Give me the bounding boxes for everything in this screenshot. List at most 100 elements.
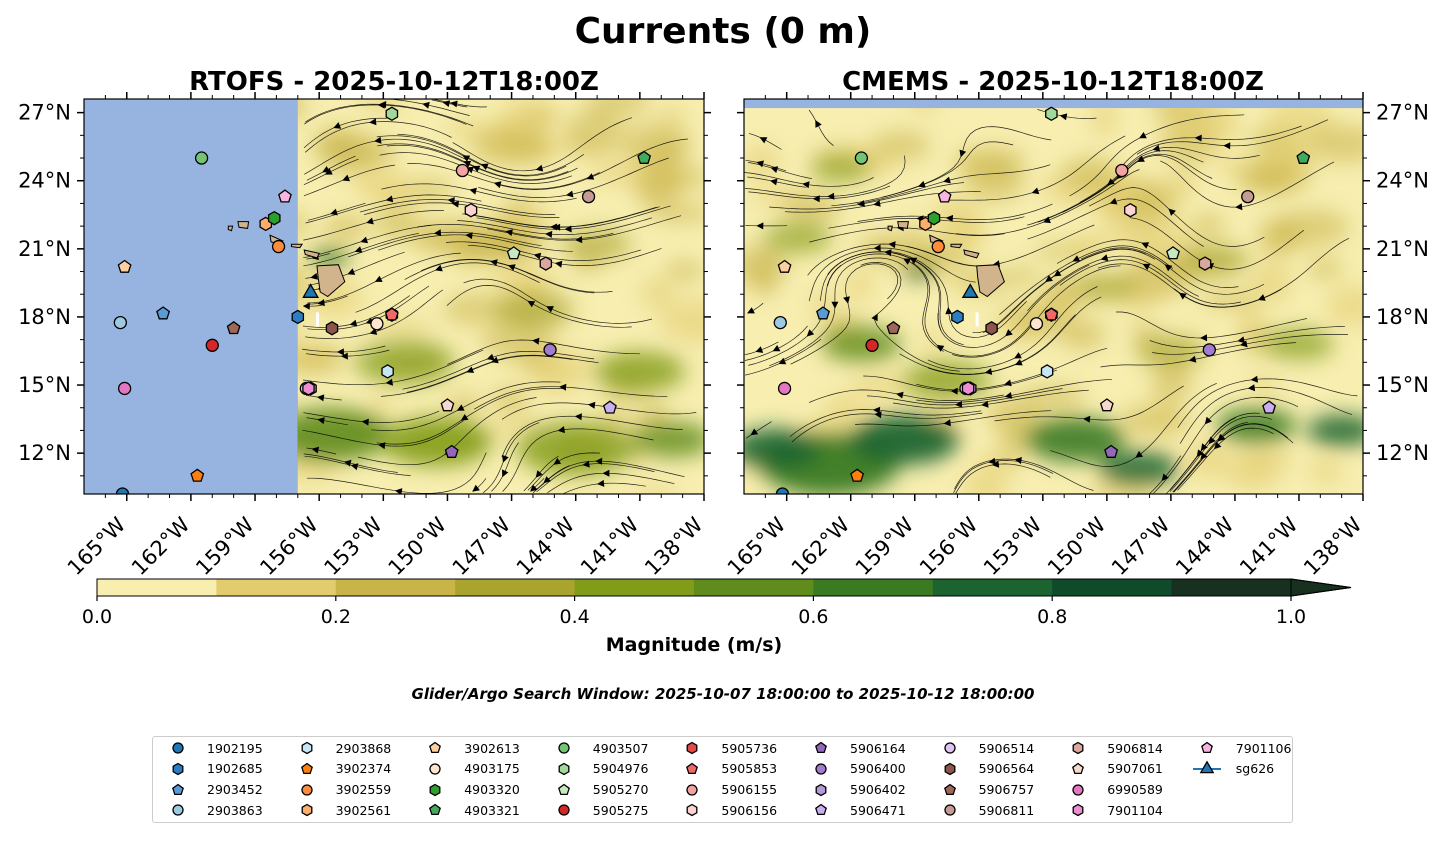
platform-5907061-marker (440, 398, 455, 412)
lat-tick-label: 27°N (18, 101, 71, 125)
island-4 (237, 221, 250, 229)
island-4 (897, 221, 909, 229)
legend-marker (300, 783, 313, 796)
legend-label: 5906400 (850, 761, 906, 777)
legend-marker (557, 783, 570, 795)
legend-marker (815, 783, 827, 796)
legend-label: 7901104 (1107, 802, 1163, 818)
legend-marker (943, 742, 956, 754)
lon-tick-label: 144°W (1171, 512, 1239, 580)
platform-5905853-marker (1044, 307, 1059, 321)
legend-item-5905275: 5905275 (549, 801, 648, 819)
legend-item-4903321: 4903321 (420, 801, 520, 819)
platform-7901104-marker (302, 381, 315, 396)
lon-tick-label: 159°W (191, 512, 259, 580)
legend-label: 3902559 (335, 782, 392, 798)
legend-item-5906514: 5906514 (935, 739, 1035, 757)
colorbar-segment (455, 579, 576, 596)
lon-tick-label: 156°W (915, 512, 983, 580)
legend-item-7901104: 7901104 (1063, 801, 1163, 819)
colorbar-segment (97, 579, 217, 596)
panel-title-rtofs: RTOFS - 2025-10-12T18:00Z (189, 67, 599, 97)
legend-item-3902561: 3902561 (292, 801, 392, 819)
legend-label: 3902561 (335, 802, 392, 818)
cmems-map-frame (743, 98, 1364, 495)
cmems-current-field (744, 108, 1363, 494)
colorbar-label: Magnitude (m/s) (606, 634, 783, 656)
platform-5906814-marker (539, 256, 553, 271)
colorbar-tick-label: 1.0 (1276, 606, 1306, 628)
platform-5905270-marker (506, 246, 521, 260)
legend-marker-circle-icon (172, 742, 184, 754)
legend-item-5906156: 5906156 (677, 801, 777, 819)
island-0 (976, 264, 1005, 298)
platform-4903320-marker (927, 210, 941, 226)
legend-item-5905736: 5905736 (677, 739, 777, 757)
legend-label: 5906811 (978, 802, 1035, 818)
cmems-hawaii-islands (887, 221, 1005, 327)
island-0 (316, 264, 346, 298)
legend-marker (429, 763, 441, 775)
platform-sg626-marker (302, 283, 320, 298)
legend-marker-hexagon-icon (1072, 804, 1084, 817)
legend-marker-circle-icon (943, 804, 956, 817)
platform-5906400-marker (543, 343, 557, 357)
legend-marker (686, 804, 698, 817)
legend-item-5906164: 5906164 (806, 739, 906, 757)
platform-1902685-marker (291, 309, 305, 325)
colorbar-segment (813, 579, 934, 596)
platform-5904976-marker (385, 106, 399, 122)
legend-marker (300, 762, 313, 774)
legend-marker-pentagon-icon (557, 783, 570, 795)
legend-marker-hexagon-icon (429, 783, 441, 796)
lon-tick-label: 165°W (723, 512, 791, 580)
legend-marker-circle-icon (815, 763, 827, 775)
legend-marker (429, 783, 441, 796)
legend-marker-pentagon-icon (686, 762, 699, 774)
colorbar-segment (694, 579, 814, 596)
legend-item-1902195: 1902195 (163, 739, 263, 757)
legend-label: 3902613 (464, 740, 520, 756)
platform-5905853-marker (384, 307, 399, 321)
legend-marker (558, 762, 570, 776)
legend-marker-pentagon-icon (172, 783, 184, 795)
search-window-caption: Glider/Argo Search Window: 2025-10-07 18… (412, 685, 1035, 703)
island-1 (963, 249, 980, 259)
platform-4903320-marker (267, 210, 281, 226)
lon-tick-label: 147°W (448, 512, 516, 580)
legend-item-5906814: 5906814 (1063, 739, 1163, 757)
legend-marker (944, 762, 956, 776)
legend-marker (429, 741, 442, 754)
platform-4903175-marker (370, 317, 384, 331)
legend-label: 5907061 (1107, 761, 1163, 777)
rtofs-platform-markers (113, 106, 652, 494)
legend-marker (1072, 783, 1084, 796)
platform-5906155-marker (455, 163, 470, 178)
platform-4903321-marker (1296, 150, 1311, 164)
legend-item-5906400: 5906400 (806, 760, 906, 778)
legend-marker-circle-icon (1072, 783, 1084, 796)
platform-2903868-marker (381, 364, 394, 379)
island-2 (950, 243, 963, 249)
legend-item-4903320: 4903320 (420, 781, 520, 799)
legend-item-3902613: 3902613 (420, 739, 520, 757)
legend-label: 5906514 (978, 740, 1035, 756)
legend-label: 2903868 (335, 740, 392, 756)
island-5 (227, 225, 234, 232)
legend-marker-pentagon-icon (1200, 741, 1213, 754)
lon-tick-label: 156°W (255, 512, 323, 580)
cmems-map-panel: 165°W162°W159°W156°W153°W150°W147°W144°W… (723, 92, 1429, 580)
legend-label: 5906402 (850, 782, 906, 798)
lon-tick-label: 153°W (319, 512, 387, 580)
platform-3902559-marker (931, 239, 945, 254)
platform-5906164-marker (444, 444, 459, 458)
legend-label: 5904976 (592, 761, 649, 777)
platform-5906155-marker (1115, 163, 1129, 178)
legend-item-5906402: 5906402 (806, 781, 906, 799)
platform-5906564-marker (325, 321, 339, 336)
legend-item-3902559: 3902559 (292, 781, 392, 799)
legend-item-5906471: 5906471 (806, 801, 906, 819)
lon-tick-label: 153°W (979, 512, 1047, 580)
legend-marker-circle-icon (943, 742, 956, 754)
platform-5906400-marker (1202, 343, 1216, 357)
